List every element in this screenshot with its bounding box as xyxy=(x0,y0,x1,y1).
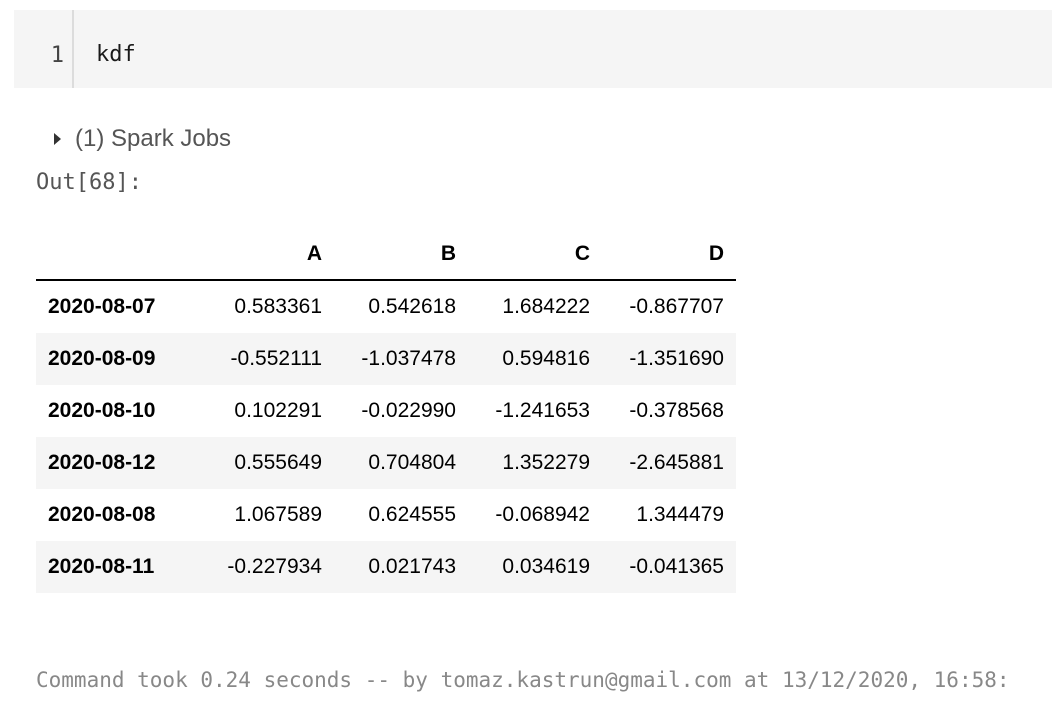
cell-c: 0.034619 xyxy=(502,555,590,578)
code-editor-text[interactable]: kdf xyxy=(96,42,136,67)
cell-d: -1.351690 xyxy=(629,347,724,370)
row-index: 2020-08-08 xyxy=(48,503,156,526)
cell-b: 0.542618 xyxy=(368,295,456,318)
cell-b: -1.037478 xyxy=(361,347,456,370)
cell-b: 0.624555 xyxy=(368,503,456,526)
table-row: 2020-08-11 -0.227934 0.021743 0.034619 -… xyxy=(36,541,736,593)
cell-c: 0.594816 xyxy=(502,347,590,370)
cell-c: 1.352279 xyxy=(502,451,590,474)
table-row: 2020-08-12 0.555649 0.704804 1.352279 -2… xyxy=(36,437,736,489)
output-label: Out[68]: xyxy=(36,170,142,195)
cell-a: 1.067589 xyxy=(234,503,322,526)
row-index: 2020-08-10 xyxy=(48,399,156,422)
line-number: 1 xyxy=(14,10,74,88)
cell-b: -0.022990 xyxy=(361,399,456,422)
spark-jobs-toggle[interactable]: (1) Spark Jobs xyxy=(54,124,231,154)
row-index: 2020-08-07 xyxy=(48,295,156,318)
cell-d: -2.645881 xyxy=(629,451,724,474)
spark-jobs-label[interactable]: (1) Spark Jobs xyxy=(75,125,232,152)
cell-d: 1.344479 xyxy=(636,503,724,526)
cell-d: -0.867707 xyxy=(629,295,724,318)
table-header-row: A B C D xyxy=(36,228,736,281)
table-row: 2020-08-09 -0.552111 -1.037478 0.594816 … xyxy=(36,333,736,385)
column-header-c: C xyxy=(468,228,602,281)
row-index: 2020-08-12 xyxy=(48,451,156,474)
table-row: 2020-08-10 0.102291 -0.022990 -1.241653 … xyxy=(36,385,736,437)
column-header-d: D xyxy=(602,228,736,281)
column-header-a: A xyxy=(200,228,334,281)
row-index: 2020-08-09 xyxy=(48,347,156,370)
row-index: 2020-08-11 xyxy=(48,555,155,578)
cell-c: -1.241653 xyxy=(495,399,590,422)
column-header-index xyxy=(36,228,200,281)
cell-c: 1.684222 xyxy=(502,295,590,318)
cell-a: -0.552111 xyxy=(230,347,322,370)
dataframe-table: A B C D 2020-08-07 0.583361 0.542618 1.6… xyxy=(36,228,736,593)
cell-a: -0.227934 xyxy=(227,555,322,578)
code-cell[interactable]: 1 kdf xyxy=(14,10,1052,88)
cell-b: 0.704804 xyxy=(368,451,456,474)
cell-a: 0.102291 xyxy=(234,399,322,422)
cell-a: 0.583361 xyxy=(234,295,322,318)
table-row: 2020-08-07 0.583361 0.542618 1.684222 -0… xyxy=(36,280,736,333)
cell-d: -0.041365 xyxy=(629,555,724,578)
cell-c: -0.068942 xyxy=(495,503,590,526)
cell-a: 0.555649 xyxy=(234,451,322,474)
column-header-b: B xyxy=(334,228,468,281)
table-row: 2020-08-08 1.067589 0.624555 -0.068942 1… xyxy=(36,489,736,541)
cell-d: -0.378568 xyxy=(629,399,724,422)
command-status-footer: Command took 0.24 seconds -- by tomaz.ka… xyxy=(36,668,1010,692)
cell-b: 0.021743 xyxy=(368,555,456,578)
expand-triangle-icon[interactable] xyxy=(54,133,61,145)
